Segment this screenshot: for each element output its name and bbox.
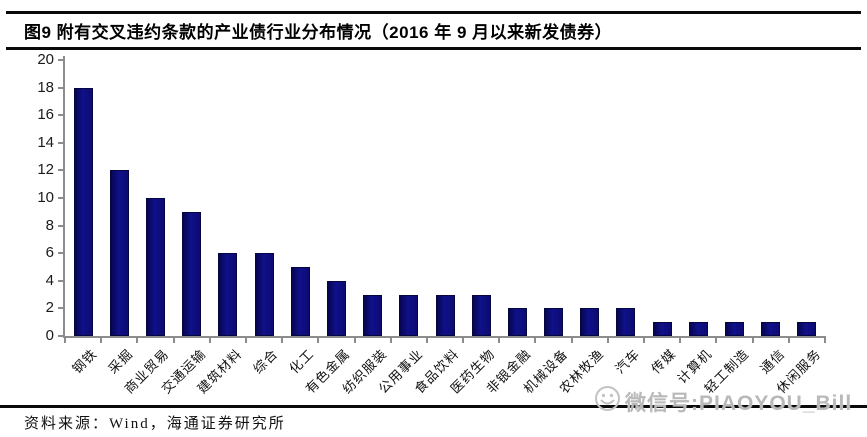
y-axis-tick-label: 2 [45, 299, 54, 317]
x-axis-tick [498, 338, 501, 343]
x-axis-tick [751, 338, 754, 343]
bar [797, 322, 817, 336]
x-axis-tick [317, 338, 320, 343]
bar [109, 170, 129, 336]
x-axis-tick [425, 338, 428, 343]
bar [507, 308, 527, 336]
watermark-text: 微信号:PIAOYOU_Bill [625, 391, 853, 415]
bar [688, 322, 708, 336]
y-axis-tick-label: 18 [37, 78, 54, 96]
top-divider [6, 11, 861, 14]
bar [326, 280, 346, 336]
bar [761, 322, 781, 336]
bar [399, 294, 419, 336]
y-axis-tick-label: 12 [37, 161, 54, 179]
y-axis-tick-label: 4 [45, 271, 54, 289]
figure-title: 图9 附有交叉违约条款的产业债行业分布情况（2016 年 9 月以来新发债券） [24, 23, 613, 42]
bar [544, 308, 564, 336]
bar [218, 253, 238, 336]
x-axis-tick [281, 338, 284, 343]
y-axis-tick-label: 20 [37, 51, 54, 68]
y-axis-tick [58, 114, 63, 117]
y-axis-tick-label: 8 [45, 216, 54, 234]
bar [435, 294, 455, 336]
x-axis-tick [570, 338, 573, 343]
x-axis-tick [679, 338, 682, 343]
bar [254, 253, 274, 336]
bar [616, 308, 636, 336]
y-axis-line [63, 56, 65, 338]
x-axis-tick [244, 338, 247, 343]
x-axis-tick [787, 338, 790, 343]
bar [290, 267, 310, 336]
bar [363, 294, 383, 336]
x-axis-tick [534, 338, 537, 343]
bar [182, 211, 202, 336]
x-axis-tick [172, 338, 175, 343]
y-axis-tick-label: 0 [45, 327, 54, 344]
smiley-face-icon [594, 385, 621, 418]
y-axis-tick [58, 197, 63, 199]
bar [73, 87, 93, 336]
bar [471, 294, 491, 336]
y-axis-tick [58, 224, 63, 227]
x-axis-tick [136, 338, 139, 343]
x-axis-tick [606, 338, 609, 343]
x-axis-tick [715, 338, 718, 343]
y-axis-tick [58, 279, 63, 282]
y-axis-tick-label: 10 [37, 189, 54, 206]
watermark: 微信号:PIAOYOU_Bill [594, 385, 852, 418]
x-axis-line [63, 336, 826, 338]
bar [725, 322, 745, 336]
x-axis-tick [389, 338, 392, 343]
y-axis-tick [58, 335, 63, 337]
x-axis-tick [824, 338, 826, 343]
y-axis-tick-label: 14 [37, 133, 54, 151]
y-axis-tick [58, 307, 63, 310]
x-axis-tick [353, 338, 356, 343]
x-axis-tick [100, 338, 103, 343]
y-axis-tick-label: 16 [37, 106, 54, 124]
y-axis-tick-label: 6 [45, 244, 54, 262]
bar [652, 322, 672, 336]
x-axis-tick [643, 338, 646, 343]
x-axis-tick [64, 338, 66, 343]
bar [580, 308, 600, 336]
title-divider [6, 47, 861, 50]
y-axis-tick [58, 59, 63, 61]
x-axis-tick [462, 338, 465, 343]
y-axis-tick [58, 252, 63, 255]
bar [145, 198, 165, 336]
x-axis-tick [208, 338, 211, 343]
y-axis-tick [58, 141, 63, 144]
source-note: 资料来源：Wind，海通证券研究所 [24, 416, 286, 432]
y-axis-tick [58, 169, 63, 172]
y-axis-tick [58, 86, 63, 89]
bottom-divider [0, 405, 867, 408]
